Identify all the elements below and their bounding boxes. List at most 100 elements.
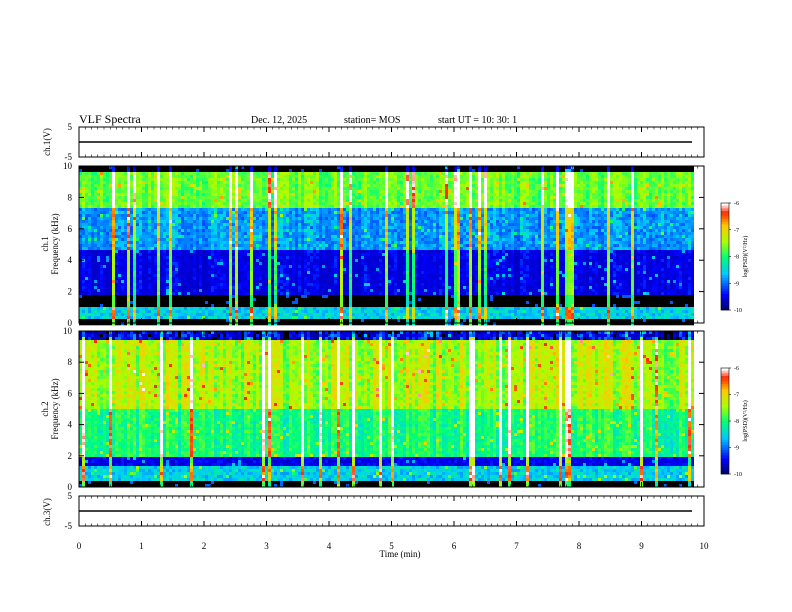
spectrogram-cell xyxy=(229,187,232,191)
spectrogram-cell xyxy=(229,289,232,293)
spectrogram-cell xyxy=(262,226,265,230)
spectrogram-cell xyxy=(214,247,217,251)
spectrogram-cell xyxy=(115,223,118,227)
spectrogram-cell xyxy=(196,295,199,299)
spectrogram-cell xyxy=(181,175,184,179)
spectrogram-cell xyxy=(346,283,349,287)
spectrogram-cell xyxy=(100,307,103,311)
spectrogram-cell xyxy=(88,229,91,233)
spectrogram-cell xyxy=(82,256,85,260)
spectrogram-cell xyxy=(220,223,223,227)
spectrogram-cell xyxy=(199,166,202,170)
spectrogram-cell xyxy=(79,178,82,182)
spectrogram-cell xyxy=(337,232,340,236)
spectrogram-cell xyxy=(172,283,175,287)
spectrogram-cell xyxy=(256,271,259,275)
spectrogram-cell xyxy=(121,295,124,299)
spectrogram-cell xyxy=(85,244,88,248)
spectrogram-cell xyxy=(139,307,142,311)
spectrogram-cell xyxy=(196,244,199,248)
spectrogram-cell xyxy=(325,193,328,197)
spectrogram-cell xyxy=(352,190,355,194)
spectrogram-cell xyxy=(343,184,346,188)
spectrogram-cell xyxy=(331,166,334,170)
spectrogram-cell xyxy=(295,301,298,305)
spectrogram-cell xyxy=(100,187,103,191)
spectrogram-cell xyxy=(277,208,280,212)
spectrogram-cell xyxy=(151,199,154,203)
spectrogram-cell xyxy=(352,247,355,251)
spectrogram-cell xyxy=(280,196,283,200)
spectrogram-cell xyxy=(115,292,118,296)
spectrogram-cell xyxy=(262,298,265,302)
spectrogram-cell xyxy=(115,211,118,215)
spectrogram-cell xyxy=(265,292,268,296)
spectrogram-cell xyxy=(130,286,133,290)
spectrogram-cell xyxy=(337,229,340,233)
spectrogram-cell xyxy=(163,166,166,170)
spectrogram-cell xyxy=(106,229,109,233)
spectrogram-cell xyxy=(238,172,241,176)
spectrogram-cell xyxy=(331,184,334,188)
spectrogram-cell xyxy=(187,241,190,245)
spectrogram-cell xyxy=(175,292,178,296)
spectrogram-cell xyxy=(352,301,355,305)
spectrogram-cell xyxy=(109,268,112,272)
spectrogram-cell xyxy=(136,169,139,173)
spectrogram-cell xyxy=(214,229,217,233)
spectrogram-cell xyxy=(88,241,91,245)
spectrogram-cell xyxy=(100,193,103,197)
spectrogram-cell xyxy=(187,178,190,182)
spectrogram-cell xyxy=(328,271,331,275)
spectrogram-cell xyxy=(358,193,361,197)
spectrogram-cell xyxy=(274,241,277,245)
spectrogram-cell xyxy=(325,247,328,251)
spectrogram-cell xyxy=(262,172,265,176)
spectrogram-cell xyxy=(250,250,253,254)
spectrogram-cell xyxy=(349,295,352,299)
spectrogram-cell xyxy=(283,226,286,230)
spectrogram-cell xyxy=(256,187,259,191)
spectrogram-cell xyxy=(193,181,196,185)
spectrogram-cell xyxy=(130,292,133,296)
spectrogram-cell xyxy=(184,277,187,281)
spectrogram-cell xyxy=(244,211,247,215)
spectrogram-cell xyxy=(301,235,304,239)
spectrogram-cell xyxy=(142,190,145,194)
spectrogram-cell xyxy=(331,256,334,260)
spectrogram-cell xyxy=(265,196,268,200)
spectrogram-cell xyxy=(142,295,145,299)
spectrogram-cell xyxy=(283,223,286,227)
spectrogram-cell xyxy=(244,289,247,293)
spectrogram-cell xyxy=(118,313,121,317)
spectrogram-cell xyxy=(289,292,292,296)
spectrogram-cell xyxy=(181,304,184,308)
spectrogram-cell xyxy=(307,280,310,284)
spectrogram-cell xyxy=(307,310,310,314)
spectrogram-cell xyxy=(322,172,325,176)
spectrogram-cell xyxy=(163,313,166,317)
spectrogram-cell xyxy=(331,232,334,236)
spectrogram-cell xyxy=(193,172,196,176)
spectrogram-cell xyxy=(133,223,136,227)
spectrogram-cell xyxy=(349,259,352,263)
spectrogram-cell xyxy=(274,307,277,311)
spectrogram-cell xyxy=(268,202,271,206)
spectrogram-cell xyxy=(85,247,88,251)
spectrogram-cell xyxy=(106,265,109,269)
spectrogram-cell xyxy=(310,289,313,293)
spectrogram-cell xyxy=(271,196,274,200)
spectrogram-cell xyxy=(274,280,277,284)
spectrogram-cell xyxy=(163,205,166,209)
spectrogram-cell xyxy=(160,322,163,326)
spectrogram-cell xyxy=(88,304,91,308)
spectrogram-cell xyxy=(277,250,280,254)
spectrogram-cell xyxy=(124,247,127,251)
spectrogram-cell xyxy=(193,259,196,263)
spectrogram-cell xyxy=(283,253,286,257)
spectrogram-cell xyxy=(247,274,250,278)
spectrogram-cell xyxy=(163,256,166,260)
spectrogram-cell xyxy=(97,193,100,197)
spectrogram-cell xyxy=(268,220,271,224)
spectrogram-cell xyxy=(142,208,145,212)
